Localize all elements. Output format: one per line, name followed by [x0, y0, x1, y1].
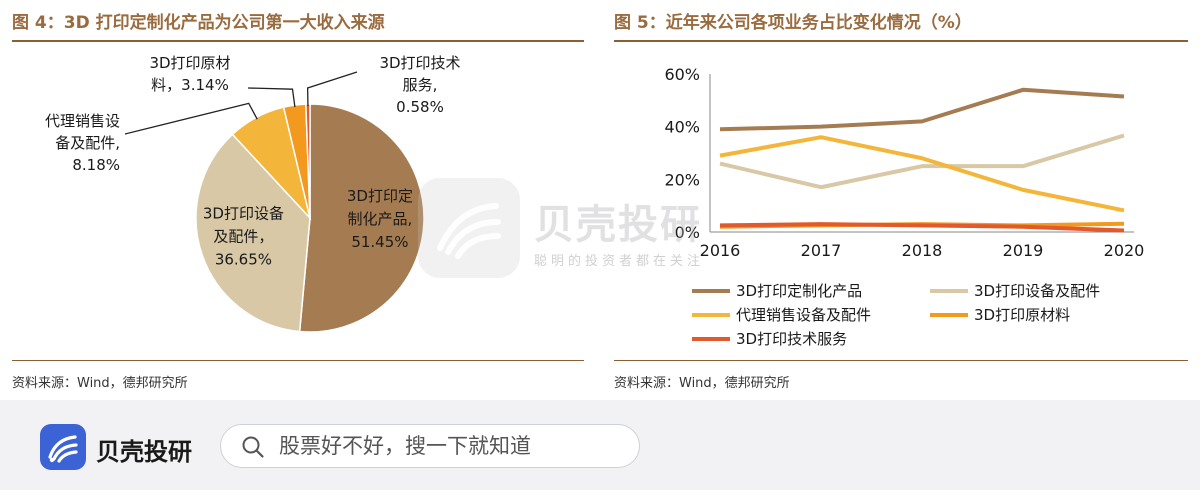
pie-figure-panel: 图 4：3D 打印定制化产品为公司第一大收入来源 3D打印定制化产品, 51.45… [12, 0, 584, 400]
legend-label-raw-materials: 3D打印原材料 [974, 306, 1070, 324]
series-line-equipment [719, 133, 1125, 190]
pie-label-tech-services: 3D打印技术服务, 0.58% [379, 54, 460, 116]
pie-chart: 3D打印定制化产品, 51.45% 3D打印设备及配件， 36.65% 代理销售设备及配… [45, 54, 461, 333]
brand-name[interactable]: 贝壳投研 [96, 438, 192, 466]
pie-leader-line-raw-materials [247, 87, 296, 108]
pie-figure-title: 图 4：3D 打印定制化产品为公司第一大收入来源 [12, 13, 385, 33]
pie-label-custom-products: 3D打印定制化产品, 51.45% [347, 187, 413, 251]
pie-label-equipment: 3D打印设备及配件， 36.65% [203, 205, 284, 269]
y-tick-label: 40% [664, 118, 700, 137]
x-tick-label: 2017 [801, 241, 842, 260]
legend-label-custom-products: 3D打印定制化产品 [736, 282, 862, 300]
pie-slice-custom-products [298, 103, 425, 333]
series-line-tech-services [719, 222, 1125, 233]
search-box[interactable] [220, 424, 640, 468]
search-icon[interactable] [241, 435, 265, 459]
pie-label-agency-sales: 代理销售设备及配件, 8.18% [45, 112, 120, 174]
x-tick-label: 2019 [1003, 241, 1044, 260]
title-rule [614, 40, 1188, 42]
source-rule [12, 360, 584, 361]
bottom-bar: 贝壳投研 [0, 400, 1200, 490]
legend-label-equipment: 3D打印设备及配件 [974, 282, 1100, 300]
y-tick-label: 60% [664, 65, 700, 84]
line-chart: 0% 20% 40% 60% 2016 2017 2018 2019 2020 3D打印定制化产品… [664, 65, 1145, 348]
pie-source-note: 资料来源：Wind，德邦研究所 [12, 376, 188, 391]
x-tick-label: 2018 [902, 241, 943, 260]
series-line-agency-sales [719, 135, 1125, 213]
pie-slice-equipment [195, 133, 311, 333]
y-tick-label: 0% [675, 223, 700, 242]
search-input[interactable] [279, 425, 619, 467]
legend-label-tech-services: 3D打印技术服务 [736, 330, 847, 348]
source-rule [614, 360, 1188, 361]
legend-label-agency-sales: 代理销售设备及配件 [736, 306, 871, 324]
x-tick-label: 2016 [700, 241, 741, 260]
pie-leader-line-tech-services [306, 71, 358, 107]
series-line-custom-products [719, 87, 1125, 132]
line-figure-title: 图 5：近年来公司各项业务占比变化情况（%） [614, 13, 972, 33]
brand-logo-icon[interactable] [40, 424, 86, 470]
x-tick-label: 2020 [1104, 241, 1145, 260]
pie-label-raw-materials: 3D打印原材料，3.14% [149, 54, 230, 94]
title-rule [12, 40, 584, 42]
line-source-note: 资料来源：Wind，德邦研究所 [614, 376, 790, 391]
pie-leader-line-agency-sales [124, 102, 258, 135]
line-figure-panel: 图 5：近年来公司各项业务占比变化情况（%） 0% 20% 40% 60% 2016 20… [614, 0, 1188, 400]
y-tick-label: 20% [664, 170, 700, 189]
